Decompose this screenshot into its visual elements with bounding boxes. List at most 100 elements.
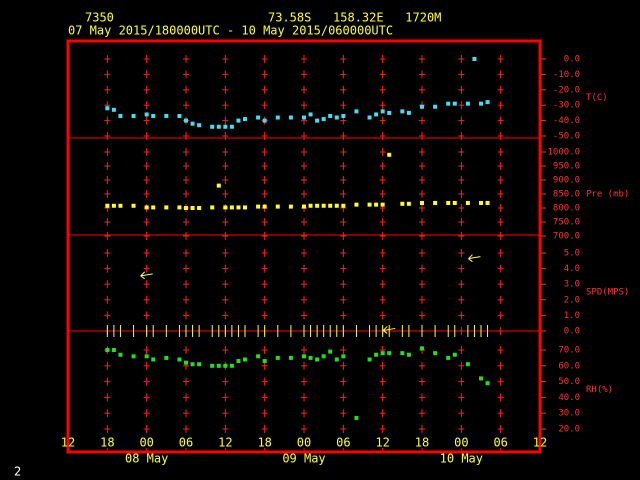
data-point bbox=[105, 106, 110, 111]
data-point bbox=[334, 115, 339, 120]
panel-label: RH(%) bbox=[586, 385, 613, 395]
data-point bbox=[302, 354, 306, 359]
data-point bbox=[229, 124, 234, 129]
data-point bbox=[210, 363, 215, 368]
data-point bbox=[479, 101, 483, 106]
wind-arrow bbox=[468, 254, 481, 263]
y-tick-label: 30.0 bbox=[558, 409, 580, 419]
data-point bbox=[151, 113, 156, 118]
y-tick-label: -20.0 bbox=[553, 85, 580, 95]
data-point bbox=[328, 349, 333, 354]
data-point bbox=[446, 101, 451, 106]
data-point bbox=[374, 112, 379, 117]
data-point bbox=[288, 115, 293, 120]
data-point bbox=[184, 206, 188, 210]
data-point bbox=[210, 205, 215, 210]
data-point bbox=[236, 118, 241, 123]
data-point bbox=[210, 124, 215, 129]
data-point bbox=[308, 355, 313, 360]
y-tick-label: 1.0 bbox=[564, 311, 580, 321]
panel-label: T(C) bbox=[586, 93, 608, 103]
data-point bbox=[420, 346, 424, 351]
x-tick-label: 12 bbox=[61, 436, 75, 450]
y-tick-label: 750.0 bbox=[553, 218, 580, 228]
x-tick-label: 12 bbox=[533, 436, 547, 450]
data-point bbox=[118, 352, 123, 357]
data-point bbox=[472, 57, 477, 61]
y-tick-label: -30.0 bbox=[553, 101, 580, 111]
data-point bbox=[288, 204, 293, 209]
data-point bbox=[151, 205, 156, 210]
data-point bbox=[184, 118, 188, 123]
y-tick-label: 850.0 bbox=[553, 190, 580, 200]
data-point bbox=[354, 202, 359, 207]
y-tick-label: 2.0 bbox=[564, 295, 580, 305]
data-point bbox=[105, 348, 110, 352]
y-tick-label: -50.0 bbox=[553, 132, 580, 142]
data-point bbox=[216, 363, 221, 368]
data-point bbox=[420, 200, 424, 205]
date-label: 09 May bbox=[282, 452, 325, 466]
data-point bbox=[236, 205, 241, 210]
data-point bbox=[452, 101, 457, 106]
data-point bbox=[446, 355, 451, 360]
data-point bbox=[111, 348, 116, 352]
x-tick-label: 00 bbox=[139, 436, 153, 450]
y-tick-label: 3.0 bbox=[564, 280, 580, 290]
x-tick-label: 18 bbox=[100, 436, 114, 450]
period: 07 May 2015/180000UTC - 10 May 2015/0600… bbox=[68, 24, 393, 38]
data-point bbox=[197, 362, 202, 367]
data-point bbox=[256, 204, 261, 209]
data-point bbox=[328, 203, 333, 208]
data-point bbox=[131, 203, 136, 208]
y-tick-label: 5.0 bbox=[564, 249, 580, 259]
y-tick-label: 4.0 bbox=[564, 264, 580, 274]
x-tick-label: 18 bbox=[415, 436, 429, 450]
data-point bbox=[400, 201, 405, 206]
data-point bbox=[288, 355, 293, 360]
data-point bbox=[131, 113, 136, 118]
data-point bbox=[485, 100, 490, 105]
data-point bbox=[111, 107, 116, 112]
y-tick-label: 700.0 bbox=[553, 232, 580, 242]
data-point bbox=[374, 202, 379, 207]
data-point bbox=[105, 203, 110, 208]
x-tick-label: 18 bbox=[257, 436, 271, 450]
data-point bbox=[406, 110, 411, 115]
data-point bbox=[354, 109, 359, 114]
data-point bbox=[433, 200, 438, 205]
data-point bbox=[131, 354, 136, 359]
data-point bbox=[341, 354, 346, 359]
data-point bbox=[433, 351, 438, 356]
data-point bbox=[315, 357, 320, 362]
x-tick-label: 06 bbox=[336, 436, 350, 450]
data-point bbox=[321, 354, 326, 359]
data-point bbox=[387, 110, 392, 115]
data-point bbox=[190, 121, 195, 126]
data-point bbox=[452, 352, 457, 357]
data-point bbox=[164, 113, 169, 118]
data-point bbox=[321, 117, 326, 122]
data-point bbox=[262, 118, 267, 123]
wind-arrow bbox=[382, 326, 396, 334]
data-point bbox=[479, 376, 483, 381]
x-tick-label: 06 bbox=[493, 436, 507, 450]
data-point bbox=[308, 112, 313, 117]
data-point bbox=[275, 204, 280, 209]
x-tick-label: 06 bbox=[179, 436, 193, 450]
data-point bbox=[465, 362, 470, 367]
panel-label: SPD(MPS) bbox=[586, 288, 629, 298]
data-point bbox=[341, 113, 346, 118]
data-point bbox=[341, 203, 346, 208]
data-point bbox=[223, 205, 228, 210]
data-point bbox=[321, 203, 326, 208]
data-point bbox=[164, 205, 169, 210]
data-point bbox=[262, 204, 267, 209]
data-point bbox=[334, 203, 339, 208]
y-tick-label: 60.0 bbox=[558, 361, 580, 371]
data-point bbox=[354, 415, 359, 420]
data-point bbox=[479, 200, 483, 205]
data-point bbox=[315, 118, 320, 123]
